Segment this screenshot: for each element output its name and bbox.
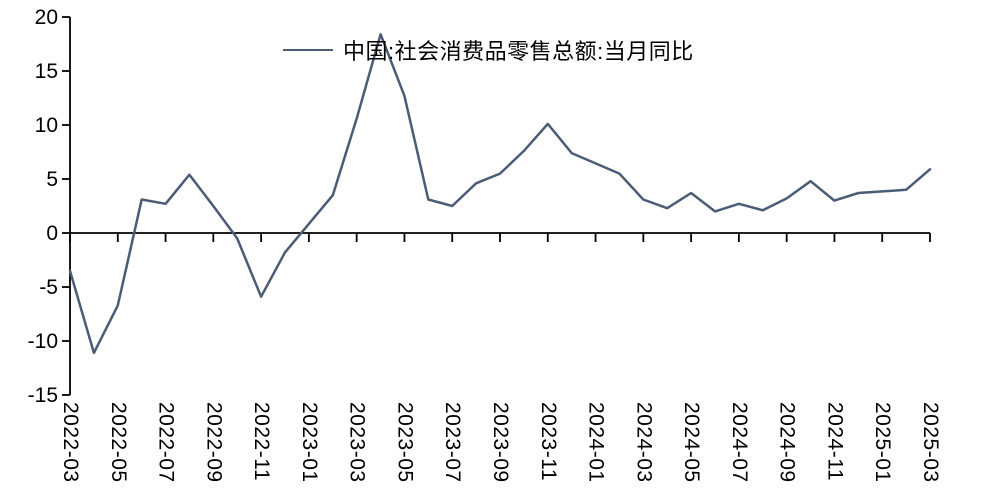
x-tick-label: 2024-01 bbox=[585, 402, 608, 483]
x-tick-label: 2023-03 bbox=[346, 402, 369, 483]
y-tick-label: 5 bbox=[46, 168, 58, 191]
series-line bbox=[68, 33, 932, 355]
x-tick-label: 2024-03 bbox=[632, 402, 655, 483]
x-tick-label: 2025-03 bbox=[919, 402, 942, 483]
y-tick-label: 10 bbox=[35, 114, 58, 137]
x-tick-label: 2022-05 bbox=[107, 402, 130, 483]
x-tick-label: 2022-09 bbox=[202, 402, 225, 483]
x-tick-label: 2024-11 bbox=[823, 402, 846, 481]
x-tick-label: 2023-05 bbox=[393, 402, 416, 483]
chart-legend: 中国:社会消费品零售总额:当月同比 bbox=[283, 34, 694, 66]
y-tick-label: 15 bbox=[35, 60, 58, 83]
x-tick-label: 2023-07 bbox=[441, 402, 464, 483]
x-tick-label: 2023-01 bbox=[298, 402, 321, 483]
y-tick-label: 20 bbox=[35, 6, 58, 29]
x-tick-label: 2022-11 bbox=[250, 402, 273, 481]
y-tick-label: -5 bbox=[39, 276, 58, 299]
x-tick-label: 2024-05 bbox=[680, 402, 703, 483]
y-tick-label: -10 bbox=[28, 330, 58, 353]
x-tick-label: 2024-07 bbox=[728, 402, 751, 483]
x-tick-label: 2023-09 bbox=[489, 402, 512, 483]
x-tick-label: 2023-11 bbox=[537, 402, 560, 481]
x-tick-label: 2022-07 bbox=[155, 402, 178, 483]
x-tick-label: 2022-03 bbox=[59, 402, 82, 483]
legend-line-sample bbox=[283, 49, 333, 51]
x-tick-label: 2024-09 bbox=[776, 402, 799, 483]
y-tick-label: 0 bbox=[46, 222, 58, 245]
y-tick-label: -15 bbox=[28, 384, 58, 407]
x-tick-label: 2025-01 bbox=[871, 402, 894, 483]
legend-label: 中国:社会消费品零售总额:当月同比 bbox=[343, 39, 694, 64]
